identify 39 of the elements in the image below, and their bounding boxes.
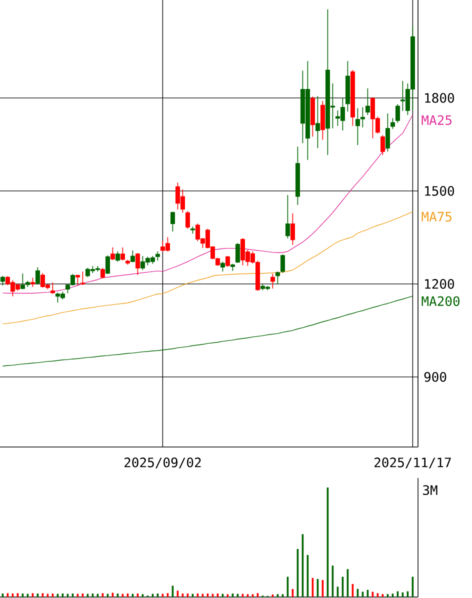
candlestick <box>365 88 370 116</box>
candlestick <box>170 211 175 232</box>
candlestick <box>105 255 110 274</box>
y-tick-label: 900 <box>424 372 446 382</box>
y-tick-label: 1500 <box>425 186 454 196</box>
candlestick <box>285 194 290 239</box>
candlestick <box>395 104 400 124</box>
candlestick <box>220 261 225 272</box>
candlestick <box>30 277 35 288</box>
candlestick <box>110 246 115 260</box>
candlestick <box>120 246 125 261</box>
x-tick-label: 2025/11/17 <box>374 458 451 468</box>
candlestick <box>235 242 240 264</box>
candlestick <box>385 113 390 152</box>
text: 3M <box>423 485 438 496</box>
candlestick <box>225 256 230 268</box>
candlestick <box>275 271 280 284</box>
candlestick <box>75 274 80 286</box>
candlestick <box>155 251 160 262</box>
candlestick <box>290 212 295 246</box>
series-label: MA25 <box>422 115 452 126</box>
candlestick <box>185 210 190 230</box>
candlestick <box>380 134 385 156</box>
series-label: MA200 <box>422 296 460 306</box>
candlestick <box>80 271 85 286</box>
candlestick <box>50 282 55 294</box>
candlestick <box>270 273 275 289</box>
y-tick-label: 1200 <box>425 279 454 289</box>
candlestick <box>390 118 395 130</box>
candlestick <box>115 251 120 262</box>
candlestick <box>100 267 105 279</box>
candlestick <box>0 275 5 286</box>
candlestick <box>315 96 320 149</box>
candlestick <box>35 266 40 285</box>
x-tick-label: 2025/09/02 <box>124 458 201 468</box>
y-tick-label: 1800 <box>425 93 454 103</box>
candlestick <box>135 252 140 276</box>
series-label: MA75 <box>422 212 452 222</box>
candlestick <box>280 254 285 274</box>
